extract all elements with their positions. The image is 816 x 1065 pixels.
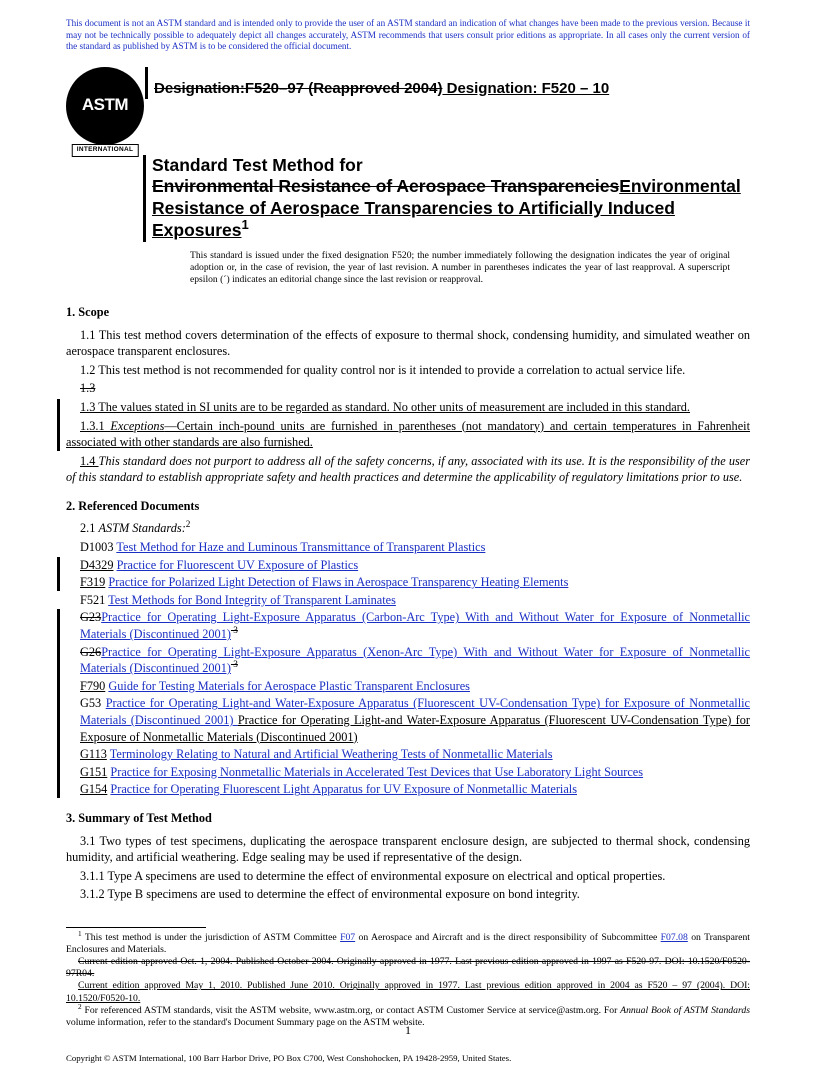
ref-code: G53 — [80, 696, 101, 710]
para-3-1: 3.1 Two types of test specimens, duplica… — [66, 833, 750, 866]
ref-d1003: D1003 Test Method for Haze and Luminous … — [80, 539, 750, 556]
ref-link-g154[interactable]: Practice for Operating Fluorescent Light… — [110, 782, 577, 796]
fn2-c: volume information, refer to the standar… — [66, 1017, 425, 1028]
p21-a: 2.1 — [80, 521, 98, 535]
issue-note: This standard is issued under the fixed … — [190, 250, 730, 286]
ref-link-f790[interactable]: Guide for Testing Materials for Aerospac… — [108, 679, 470, 693]
fn2-a: For referenced ASTM standards, visit the… — [82, 1005, 621, 1016]
ref-g113: G113 Terminology Relating to Natural and… — [80, 746, 750, 763]
ref-code: G113 — [80, 747, 107, 761]
footnote-1-new: Current edition approved May 1, 2010. Pu… — [66, 980, 750, 1004]
ref-code: D4329 — [80, 558, 113, 572]
copyright-line: Copyright © ASTM International, 100 Barr… — [66, 1053, 750, 1065]
para-1-2: 1.2 This test method is not recommended … — [66, 362, 750, 379]
p14-a: 1.4 — [80, 454, 99, 468]
title-block: Standard Test Method for Environmental R… — [152, 155, 750, 286]
ref-code: F790 — [80, 679, 105, 693]
p21-b: ASTM Standards: — [98, 521, 185, 535]
redline-disclaimer: This document is not an ASTM standard an… — [66, 18, 750, 53]
fn1-new-a: Current edition approved May 1, 2010. Pu… — [78, 980, 750, 991]
ref-link-g113[interactable]: Terminology Relating to Natural and Arti… — [110, 747, 553, 761]
change-block-refs2: G23Practice for Operating Light-Exposure… — [57, 609, 750, 798]
ref-link-g151[interactable]: Practice for Exposing Nonmetallic Materi… — [110, 765, 643, 779]
footnote-rule — [66, 927, 206, 928]
para-1-4: 1.4 This standard does not purport to ad… — [66, 453, 750, 486]
ref-link-g23[interactable]: Practice for Operating Light-Exposure Ap… — [80, 610, 750, 641]
footnote-1: 1 This test method is under the jurisdic… — [66, 932, 750, 956]
ref-link-d4329[interactable]: Practice for Fluorescent UV Exposure of … — [117, 558, 359, 572]
change-block-refs1: D4329 Practice for Fluorescent UV Exposu… — [57, 557, 750, 591]
fn2-b: Annual Book of ASTM Standards — [620, 1005, 750, 1016]
ref-g151: G151 Practice for Exposing Nonmetallic M… — [80, 764, 750, 781]
title-prefix: Standard Test Method for — [152, 155, 750, 177]
astm-logo: ASTM INTERNATIONAL — [66, 67, 144, 145]
fn1-a: This test method is under the jurisdicti… — [82, 932, 340, 943]
change-block-1: 1.3 The values stated in SI units are to… — [57, 399, 750, 451]
p21-sup: 2 — [186, 519, 191, 529]
footnote-1-old: Current edition approved Oct. 1, 2004. P… — [66, 956, 750, 980]
ref-code: F319 — [80, 575, 105, 589]
ref-g23: G23Practice for Operating Light-Exposure… — [80, 609, 750, 642]
ref-f790: F790 Guide for Testing Materials for Aer… — [80, 678, 750, 695]
ref-g26: G26Practice for Operating Light-Exposure… — [80, 644, 750, 677]
ref-code: G26 — [80, 645, 101, 659]
p131-b: Exceptions — [110, 419, 164, 433]
title-footnote-ref: 1 — [241, 217, 248, 232]
section-3-head: 3. Summary of Test Method — [66, 810, 750, 827]
ref-g23-sup: 3 — [231, 625, 238, 635]
ref-code: G23 — [80, 610, 101, 624]
para-1-2b-strike: 1.3 — [66, 380, 750, 397]
para-1-1: 1.1 This test method covers determinatio… — [66, 327, 750, 360]
ref-d4329: D4329 Practice for Fluorescent UV Exposu… — [80, 557, 750, 574]
para-1-3-1: 1.3.1 Exceptions—Certain inch-pound unit… — [66, 418, 750, 451]
ref-code: G151 — [80, 765, 107, 779]
logo-subtext: INTERNATIONAL — [72, 144, 139, 157]
para-1-3: 1.3 The values stated in SI units are to… — [66, 399, 750, 416]
designation-new: Designation: F520 – 10 — [442, 80, 609, 97]
ref-code: G154 — [80, 782, 107, 796]
ref-g26-sup: 3 — [231, 659, 238, 669]
ref-g53: G53 Practice for Operating Light-and Wat… — [80, 695, 750, 745]
ref-g154: G154 Practice for Operating Fluorescent … — [80, 781, 750, 798]
section-1-head: 1. Scope — [66, 304, 750, 321]
main-title: Standard Test Method for Environmental R… — [143, 155, 750, 243]
ref-f319: F319 Practice for Polarized Light Detect… — [80, 574, 750, 591]
para-2-1: 2.1 ASTM Standards:2 — [66, 520, 750, 537]
p131-a: 1.3.1 — [80, 419, 110, 433]
fn1-link-f07[interactable]: F07 — [340, 932, 355, 943]
fn1-b: on Aerospace and Aircraft and is the dir… — [355, 932, 661, 943]
ref-code: D1003 — [80, 540, 113, 554]
title-old: Environmental Resistance of Aerospace Tr… — [152, 176, 619, 196]
ref-link-g26[interactable]: Practice for Operating Light-Exposure Ap… — [80, 645, 750, 676]
ref-code: F521 — [80, 593, 105, 607]
designation-old: Designation:F520–97 (Reapproved 2004) — [154, 80, 442, 97]
ref-link-f319[interactable]: Practice for Polarized Light Detection o… — [108, 575, 568, 589]
p14-b: This standard does not purport to addres… — [66, 454, 750, 485]
para-3-1-1: 3.1.1 Type A specimens are used to deter… — [66, 868, 750, 885]
p131-c: —Certain inch-pound units are furnished … — [66, 419, 750, 450]
fn1-link-f0708[interactable]: F07.08 — [661, 932, 688, 943]
header-row: ASTM INTERNATIONAL Designation:F520–97 (… — [66, 67, 750, 145]
para-1-3-text: 1.3 The values stated in SI units are to… — [80, 400, 690, 414]
ref-link-f521[interactable]: Test Methods for Bond Integrity of Trans… — [108, 593, 396, 607]
ref-link-d1003[interactable]: Test Method for Haze and Luminous Transm… — [116, 540, 485, 554]
section-2-head: 2. Referenced Documents — [66, 498, 750, 515]
ref-f521: F521 Test Methods for Bond Integrity of … — [80, 592, 750, 609]
designation-line: Designation:F520–97 (Reapproved 2004) De… — [145, 67, 609, 99]
page-number: 1 — [405, 1022, 411, 1038]
para-3-1-2: 3.1.2 Type B specimens are used to deter… — [66, 886, 750, 903]
logo-text: ASTM — [82, 94, 128, 117]
